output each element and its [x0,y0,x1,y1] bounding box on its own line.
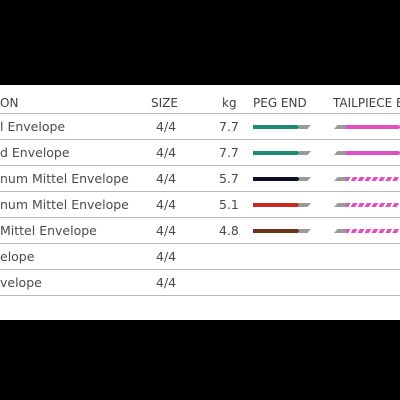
row-name: Mittel Envelope [0,223,97,238]
row-divider [0,243,400,244]
row-kg: 7.7 [219,119,239,134]
tailpiece-end-tip [334,151,346,155]
tailpiece-end-color-swatch [346,229,400,233]
header-kg: kg [222,96,237,110]
tailpiece-end-color-swatch [346,151,400,155]
header-divider [0,113,400,114]
tailpiece-end-tip [334,229,346,233]
row-size: 4/4 [156,145,177,160]
row-name: velope [0,275,42,290]
row-size: 4/4 [156,223,177,238]
tailpiece-end-color-swatch [346,203,400,207]
table-row[interactable] [0,243,400,269]
row-divider [0,191,400,192]
tailpiece-end-color-swatch [346,177,400,181]
row-divider [0,269,400,270]
row-name: l Envelope [0,119,66,134]
row-kg: 5.7 [219,171,239,186]
peg-end-tip [299,177,311,181]
header-peg-end: PEG END [253,96,307,110]
row-divider [0,165,400,166]
tailpiece-end-tip [334,177,346,181]
peg-end-tip [299,203,311,207]
peg-end-color-swatch [253,177,299,181]
row-size: 4/4 [156,275,177,290]
row-size: 4/4 [156,249,177,264]
string-table-panel [0,85,400,320]
tailpiece-end-tip [334,125,346,129]
row-kg: 7.7 [219,145,239,160]
header-size: SIZE [151,96,178,110]
tailpiece-end-tip [334,203,346,207]
row-kg: 5.1 [219,197,239,212]
table-row[interactable] [0,269,400,295]
row-size: 4/4 [156,197,177,212]
row-kg: 4.8 [219,223,239,238]
peg-end-color-swatch [253,125,299,129]
row-name: elope [0,249,35,264]
row-divider [0,295,400,296]
peg-end-color-swatch [253,151,299,155]
header-tailpiece-end: TAILPIECE E [333,96,400,110]
row-name: num Mittel Envelope [0,197,129,212]
header-name: ON [0,96,19,110]
peg-end-color-swatch [253,229,299,233]
peg-end-color-swatch [253,203,299,207]
row-size: 4/4 [156,119,177,134]
row-size: 4/4 [156,171,177,186]
tailpiece-end-color-swatch [346,125,400,129]
row-divider [0,139,400,140]
row-name: num Mittel Envelope [0,171,129,186]
row-divider [0,217,400,218]
row-name: d Envelope [0,145,70,160]
peg-end-tip [299,151,311,155]
peg-end-tip [299,229,311,233]
peg-end-tip [299,125,311,129]
